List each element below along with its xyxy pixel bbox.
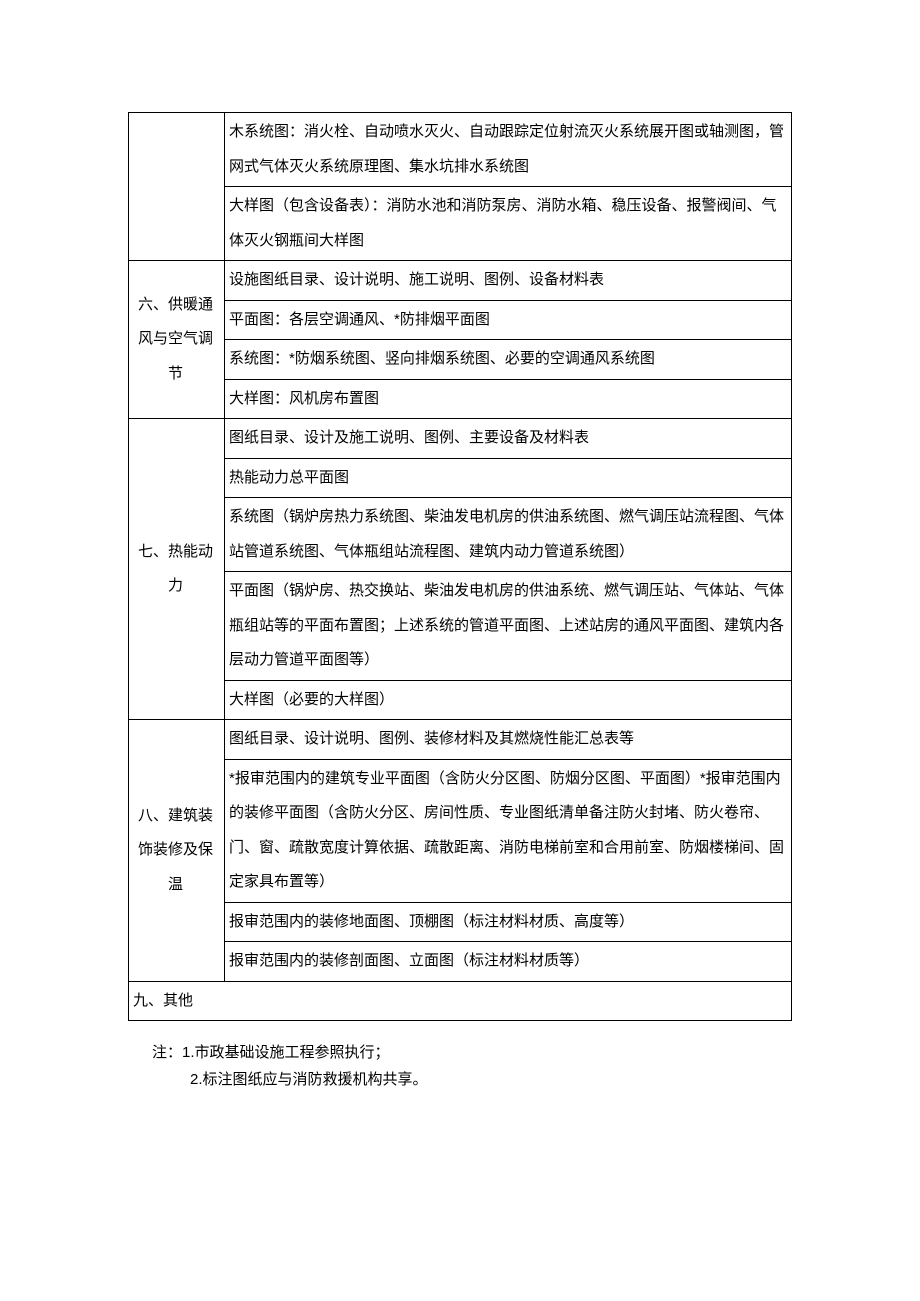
table-body: 木系统图：消火栓、自动喷水灭火、自动跟踪定位射流灭火系统展开图或轴测图，管网式气…: [129, 113, 792, 1021]
note-prefix: 注：: [152, 1044, 182, 1061]
table-row: 平面图（锅炉房、热交换站、柴油发电机房的供油系统、燃气调压站、气体站、气体瓶组站…: [129, 572, 792, 681]
note-item-2: 2.标注图纸应与消防救援机构共享。: [190, 1071, 428, 1088]
table-row: 报审范围内的装修地面图、顶棚图（标注材料材质、高度等）: [129, 902, 792, 942]
table-row: 系统图：*防烟系统图、竖向排烟系统图、必要的空调通风系统图: [129, 340, 792, 380]
notes-block: 注：1.市政基础设施工程参照执行； 2.标注图纸应与消防救援机构共享。: [128, 1039, 792, 1093]
spec-table: 木系统图：消火栓、自动喷水灭火、自动跟踪定位射流灭火系统展开图或轴测图，管网式气…: [128, 112, 792, 1021]
table-row: 六、供暖通风与空气调节 设施图纸目录、设计说明、施工说明、图例、设备材料表: [129, 261, 792, 301]
content-cell: 图纸目录、设计说明、图例、装修材料及其燃烧性能汇总表等: [225, 720, 792, 760]
content-cell: 报审范围内的装修剖面图、立面图（标注材料材质等）: [225, 942, 792, 982]
note-line-1: 注：1.市政基础设施工程参照执行；: [152, 1039, 792, 1066]
content-cell: 平面图（锅炉房、热交换站、柴油发电机房的供油系统、燃气调压站、气体站、气体瓶组站…: [225, 572, 792, 681]
content-cell: *报审范围内的建筑专业平面图（含防火分区图、防烟分区图、平面图）*报审范围内的装…: [225, 759, 792, 902]
table-row: 木系统图：消火栓、自动喷水灭火、自动跟踪定位射流灭火系统展开图或轴测图，管网式气…: [129, 113, 792, 187]
table-row: 大样图（必要的大样图）: [129, 680, 792, 720]
category-cell-7: 七、热能动力: [129, 419, 225, 720]
category-cell-8: 八、建筑装饰装修及保温: [129, 720, 225, 982]
content-cell: 设施图纸目录、设计说明、施工说明、图例、设备材料表: [225, 261, 792, 301]
content-cell: 木系统图：消火栓、自动喷水灭火、自动跟踪定位射流灭火系统展开图或轴测图，管网式气…: [225, 113, 792, 187]
content-cell: 系统图（锅炉房热力系统图、柴油发电机房的供油系统图、燃气调压站流程图、气体站管道…: [225, 498, 792, 572]
table-row: 平面图：各层空调通风、*防排烟平面图: [129, 300, 792, 340]
content-cell: 平面图：各层空调通风、*防排烟平面图: [225, 300, 792, 340]
content-cell: 热能动力总平面图: [225, 458, 792, 498]
category-cell-9: 九、其他: [129, 981, 792, 1021]
content-cell: 大样图（必要的大样图）: [225, 680, 792, 720]
table-row: 系统图（锅炉房热力系统图、柴油发电机房的供油系统图、燃气调压站流程图、气体站管道…: [129, 498, 792, 572]
table-row: 报审范围内的装修剖面图、立面图（标注材料材质等）: [129, 942, 792, 982]
content-cell: 系统图：*防烟系统图、竖向排烟系统图、必要的空调通风系统图: [225, 340, 792, 380]
category-cell-blank: [129, 113, 225, 261]
content-cell: 图纸目录、设计及施工说明、图例、主要设备及材料表: [225, 419, 792, 459]
content-cell: 大样图：风机房布置图: [225, 379, 792, 419]
table-row: 热能动力总平面图: [129, 458, 792, 498]
table-row: 大样图（包含设备表）：消防水池和消防泵房、消防水箱、稳压设备、报警阀间、气体灭火…: [129, 187, 792, 261]
table-row: 八、建筑装饰装修及保温 图纸目录、设计说明、图例、装修材料及其燃烧性能汇总表等: [129, 720, 792, 760]
table-row: 九、其他: [129, 981, 792, 1021]
content-cell: 报审范围内的装修地面图、顶棚图（标注材料材质、高度等）: [225, 902, 792, 942]
table-row: *报审范围内的建筑专业平面图（含防火分区图、防烟分区图、平面图）*报审范围内的装…: [129, 759, 792, 902]
note-item-1: 1.市政基础设施工程参照执行；: [182, 1044, 390, 1061]
category-cell-6: 六、供暖通风与空气调节: [129, 261, 225, 419]
note-line-2: 2.标注图纸应与消防救援机构共享。: [152, 1066, 792, 1093]
table-row: 大样图：风机房布置图: [129, 379, 792, 419]
table-row: 七、热能动力 图纸目录、设计及施工说明、图例、主要设备及材料表: [129, 419, 792, 459]
content-cell: 大样图（包含设备表）：消防水池和消防泵房、消防水箱、稳压设备、报警阀间、气体灭火…: [225, 187, 792, 261]
